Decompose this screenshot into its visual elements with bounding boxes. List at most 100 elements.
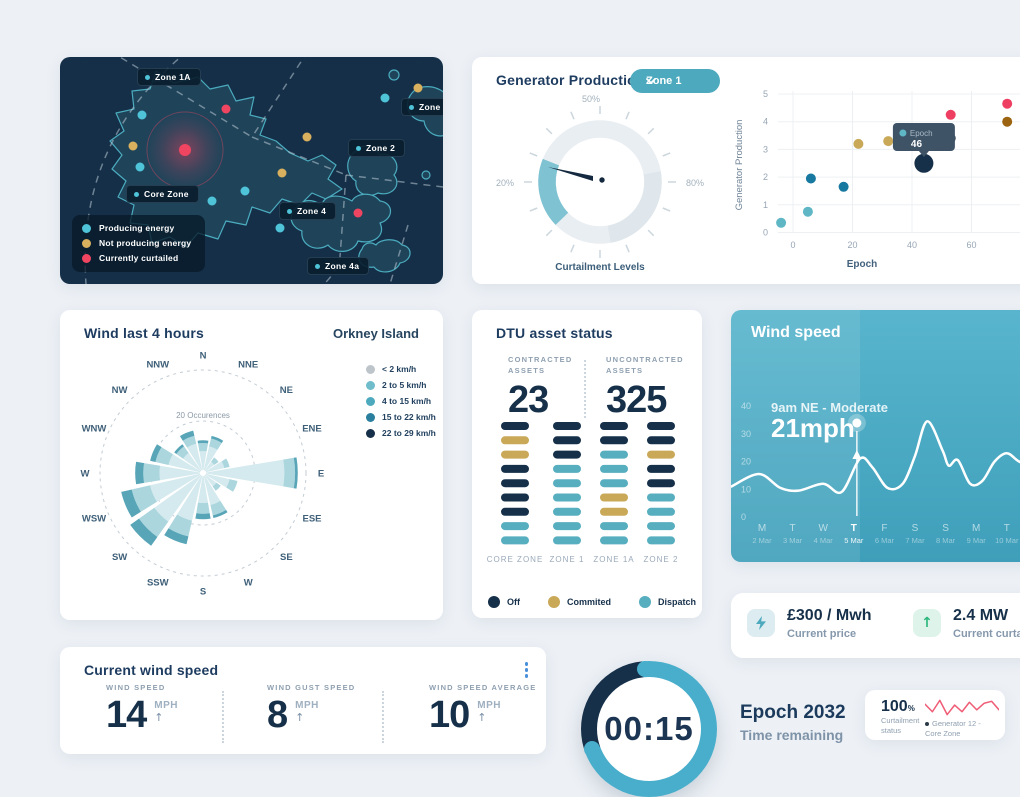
scatter-point[interactable] xyxy=(776,217,787,228)
scatter-point[interactable] xyxy=(883,136,894,147)
zone-chip[interactable]: Zone 4a xyxy=(307,257,370,275)
map-marker-producing[interactable] xyxy=(207,196,217,206)
day-label[interactable]: F xyxy=(881,523,887,534)
asset-pill-off xyxy=(647,422,675,430)
wind-stat-unit: MPH xyxy=(295,700,319,711)
asset-pill-dispatch xyxy=(501,536,529,545)
zone-chip[interactable]: Zone 4 xyxy=(279,202,337,220)
zone-chip[interactable]: Zone 1A xyxy=(137,68,201,86)
compass-label: ENE xyxy=(302,423,322,434)
zone-select-dropdown[interactable]: Zone 1 xyxy=(630,69,720,93)
zone-chip[interactable]: Zone 2a xyxy=(401,98,443,116)
dtu-legend-item: Dispatch xyxy=(639,596,696,608)
day-label[interactable]: W xyxy=(818,523,828,534)
legend-label: Commited xyxy=(567,597,612,607)
map-marker-curtailed[interactable] xyxy=(221,104,231,114)
asset-pill-dispatch xyxy=(553,493,581,502)
date-label: 6 Mar xyxy=(875,536,895,545)
wind-stat-unit: MPH xyxy=(154,700,179,711)
zone-column-label: ZONE 1A xyxy=(593,555,634,564)
legend-label: Not producing energy xyxy=(99,238,192,248)
epoch-info: Epoch 2032 Time remaining xyxy=(740,702,846,743)
map-marker-producing[interactable] xyxy=(240,186,250,196)
legend-label: 2 to 5 km/h xyxy=(382,380,427,390)
compass-label: NNW xyxy=(146,360,169,371)
map-marker-producing[interactable] xyxy=(137,110,147,120)
map-islands xyxy=(109,69,443,273)
gauge-label-50: 50% xyxy=(582,94,600,104)
asset-pill-committed xyxy=(501,450,529,459)
day-label[interactable]: S xyxy=(942,523,949,534)
legend-label: 4 to 15 km/h xyxy=(382,396,432,406)
scatter-point[interactable] xyxy=(1002,98,1013,109)
map-marker-curtailed[interactable] xyxy=(179,144,191,156)
svg-text:30: 30 xyxy=(741,429,751,439)
dtu-legend-item: Off xyxy=(488,596,520,608)
svg-text:1: 1 xyxy=(763,200,768,210)
svg-text:10: 10 xyxy=(741,484,751,494)
map-marker-curtailed[interactable] xyxy=(353,208,363,218)
asset-pill-dispatch xyxy=(553,479,581,488)
asset-pill-dispatch xyxy=(647,493,675,502)
scatter-point[interactable] xyxy=(914,153,934,173)
day-label[interactable]: M xyxy=(972,523,980,534)
svg-text:2: 2 xyxy=(763,172,768,182)
map-marker-producing[interactable] xyxy=(135,162,145,172)
day-label[interactable]: T xyxy=(790,523,796,534)
scatter-point[interactable] xyxy=(805,173,816,184)
wind-speed-title: Wind speed xyxy=(751,324,841,341)
zone-chip[interactable]: Core Zone xyxy=(126,185,199,203)
map-legend: Producing energy Not producing energy Curr… xyxy=(72,215,206,272)
scatter-point[interactable] xyxy=(802,206,813,217)
timer-value: 00:15 xyxy=(604,710,694,747)
legend-label: Currently curtailed xyxy=(99,253,179,263)
scatter-point[interactable] xyxy=(1002,116,1013,127)
map-marker-not_producing[interactable] xyxy=(128,141,138,151)
wind-speed-line xyxy=(731,420,1020,495)
zone-dot-icon xyxy=(287,208,292,214)
map-marker-not_producing[interactable] xyxy=(302,132,312,142)
scatter-point[interactable] xyxy=(838,181,849,192)
trend-up-icon: ↑ xyxy=(477,711,487,724)
map-marker-producing[interactable] xyxy=(275,223,285,233)
scatter-point[interactable] xyxy=(853,138,864,149)
scatter-point[interactable] xyxy=(945,109,956,120)
day-label[interactable]: T xyxy=(851,523,857,534)
bolt-icon xyxy=(747,609,775,637)
kebab-menu-icon[interactable] xyxy=(523,660,531,680)
trend-up-icon: ↑ xyxy=(154,711,164,724)
zones-map xyxy=(84,57,443,284)
zone-chip-label: Zone 4a xyxy=(325,261,360,271)
date-label: 10 Mar xyxy=(995,536,1019,545)
compass-label: N xyxy=(200,351,207,362)
map-marker-not_producing[interactable] xyxy=(277,168,287,178)
day-label[interactable]: T xyxy=(1004,523,1010,534)
legend-label: Dispatch xyxy=(658,597,697,607)
map-marker-producing[interactable] xyxy=(380,93,390,103)
current-curtailment-metric: ↑ 2.4 MW Current curtailment xyxy=(913,607,1020,640)
map-marker-not_producing[interactable] xyxy=(413,83,423,93)
svg-text:5: 5 xyxy=(763,89,768,99)
gauge-ticks xyxy=(524,106,676,258)
zone-dot-icon xyxy=(315,263,320,269)
gauge-track-shade xyxy=(607,171,662,243)
svg-text:60: 60 xyxy=(966,240,976,250)
dtu-card-title: DTU asset status xyxy=(496,325,613,341)
rose-legend-item: < 2 km/h xyxy=(366,364,436,374)
current-curtailment-label: Current curtailment xyxy=(953,628,1020,640)
date-label: 4 Mar xyxy=(814,536,834,545)
day-label[interactable]: M xyxy=(758,523,766,534)
wind-stat: WIND SPEED AVERAGE 10 MPH ↑ xyxy=(429,683,536,734)
map-legend-item: Producing energy xyxy=(82,223,191,233)
contracted-assets-label: CONTRACTED ASSETS xyxy=(508,355,573,376)
timer-face: 00:15 xyxy=(597,677,701,781)
rose-petals xyxy=(121,430,298,546)
legend-label: Producing energy xyxy=(99,223,175,233)
legend-dot-icon xyxy=(488,596,500,608)
asset-pill-dispatch xyxy=(553,536,581,545)
day-label[interactable]: S xyxy=(912,523,919,534)
zone-chip[interactable]: Zone 2 xyxy=(348,139,406,157)
wind-marker-dot xyxy=(852,418,862,428)
map-legend-item: Currently curtailed xyxy=(82,253,191,263)
asset-pill-committed xyxy=(647,450,675,459)
